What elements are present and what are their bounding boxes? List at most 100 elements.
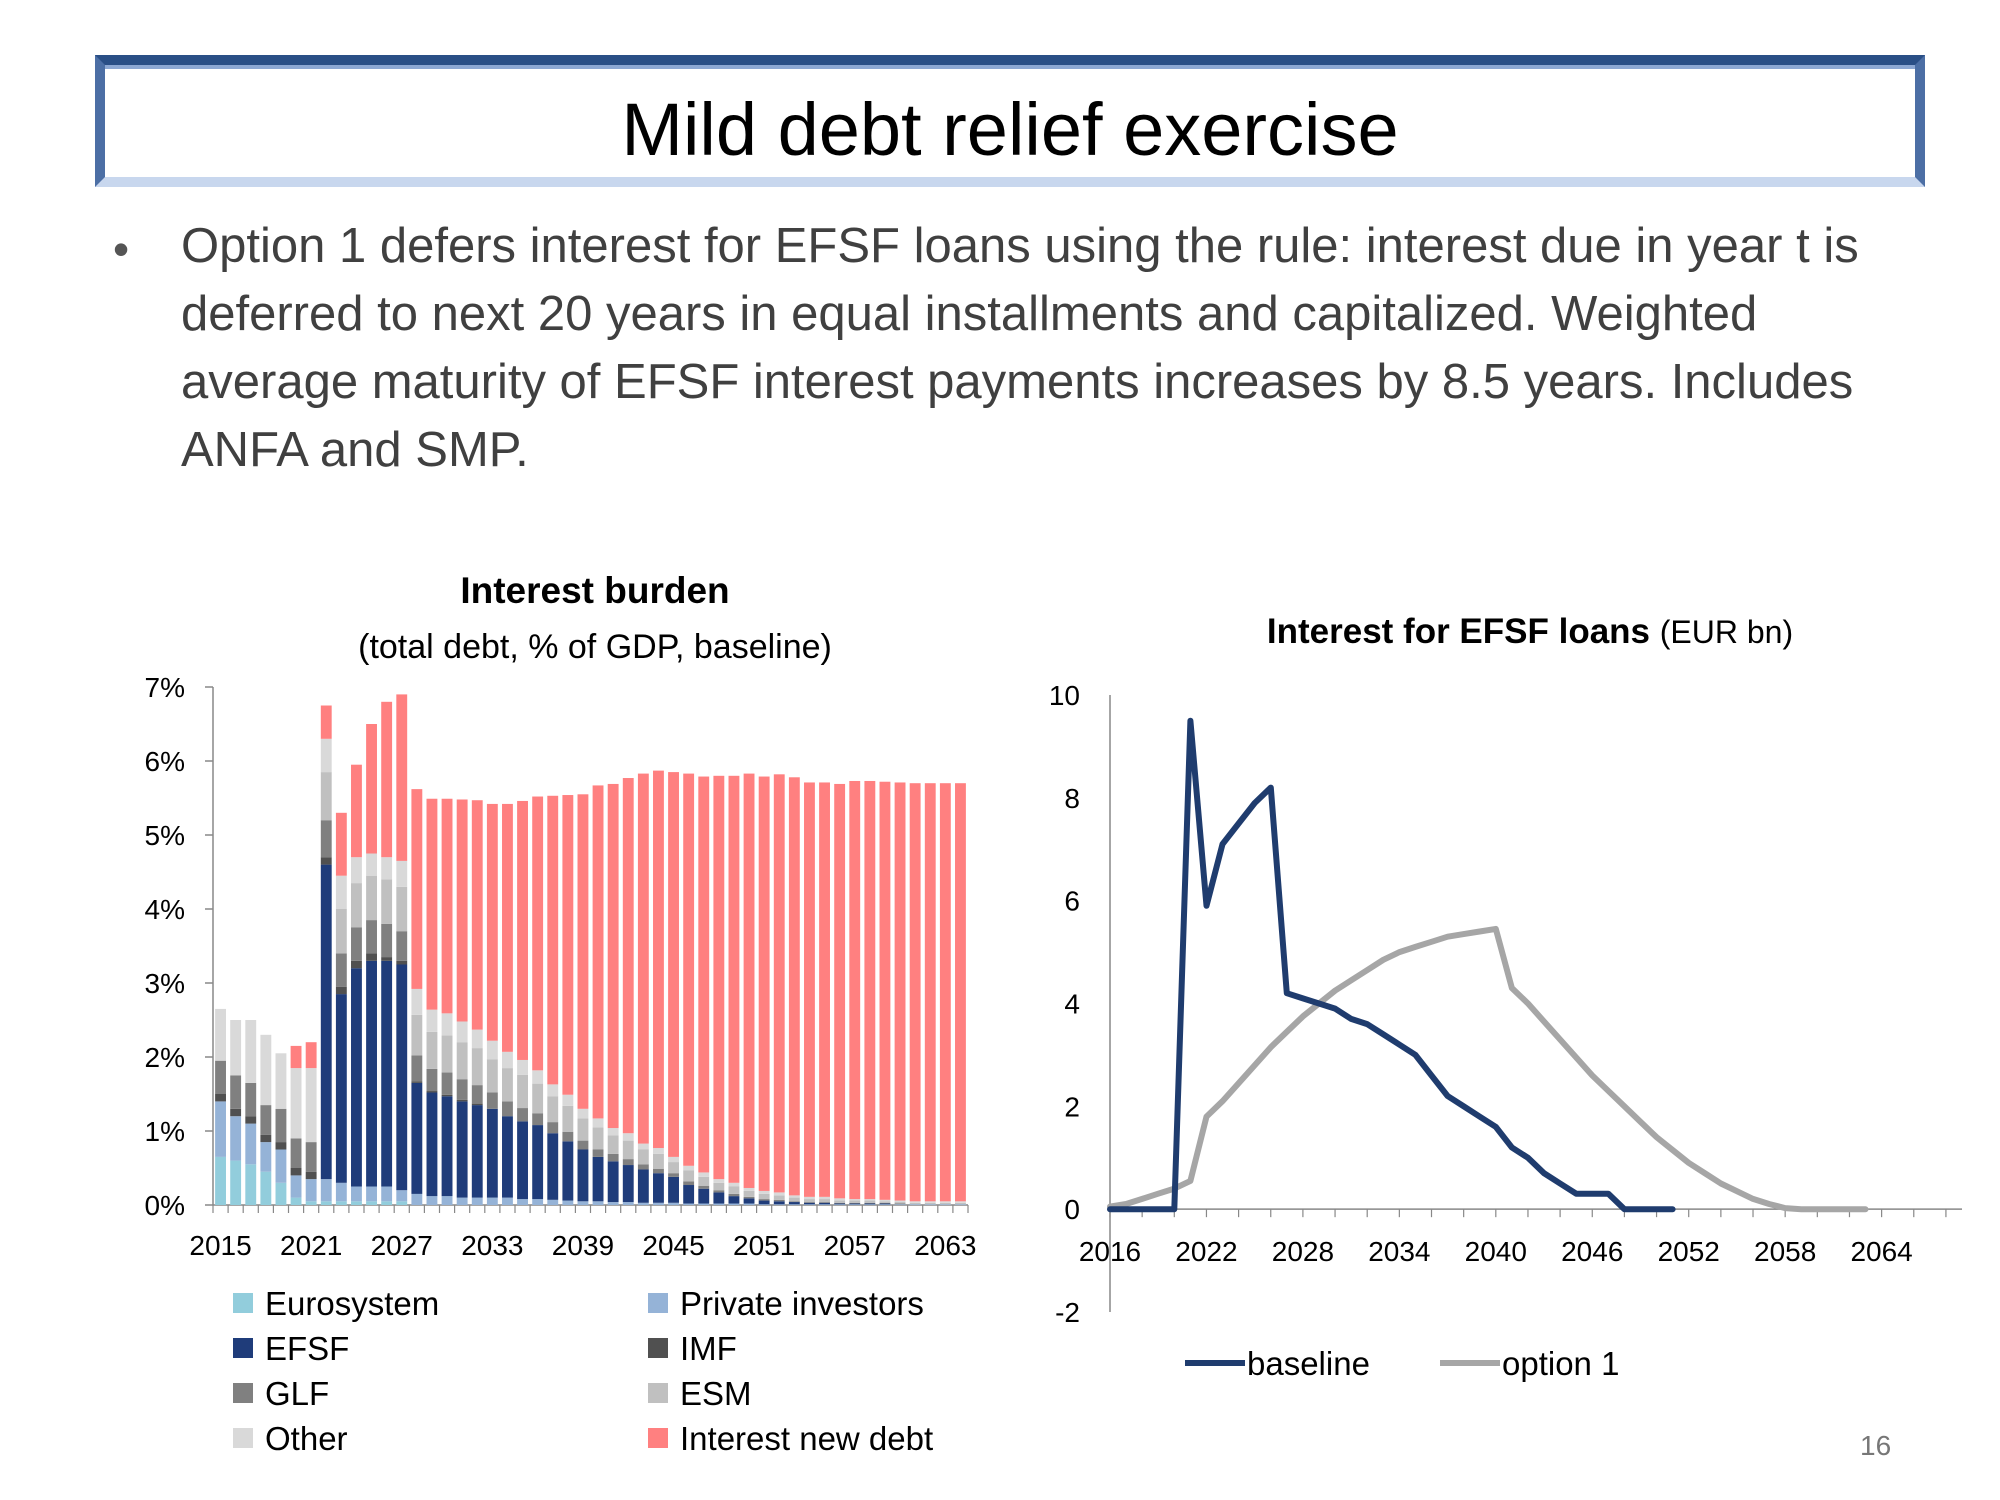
bar-segment-esm xyxy=(773,1195,785,1200)
bar-segment-glf xyxy=(577,1140,589,1150)
bar-segment-eurosystem xyxy=(366,1201,377,1205)
bar-segment-private-investors xyxy=(788,1204,800,1205)
bar-segment-interest-new-debt xyxy=(924,783,936,1202)
left-y-tick-label: 7% xyxy=(145,672,185,703)
bar-segment-esm xyxy=(637,1149,649,1165)
bar-segment-efsf xyxy=(532,1125,544,1200)
bar-segment-private-investors xyxy=(411,1193,423,1205)
bar-segment-efsf xyxy=(773,1201,785,1205)
bar-segment-private-investors xyxy=(562,1200,574,1205)
bar-segment-other xyxy=(245,1020,257,1083)
bar-segment-glf xyxy=(683,1181,695,1186)
legend-label: Private investors xyxy=(680,1285,924,1322)
bar-segment-efsf xyxy=(426,1092,438,1197)
bar-segment-imf xyxy=(320,857,332,865)
left-x-tick-label: 2045 xyxy=(642,1230,704,1261)
bar-segment-private-investors xyxy=(804,1204,815,1205)
bar-segment-other xyxy=(547,1084,559,1097)
bar-segment-other xyxy=(849,1199,861,1201)
bar-segment-glf xyxy=(411,1055,423,1082)
bar-segment-interest-new-debt xyxy=(335,812,347,876)
right-x-tick-label: 2040 xyxy=(1465,1236,1527,1267)
left-y-tick-label: 4% xyxy=(145,894,185,925)
bar-segment-glf xyxy=(245,1082,257,1117)
bar-segment-eurosystem xyxy=(396,1201,408,1205)
bar-segment-interest-new-debt xyxy=(698,776,710,1173)
bar-segment-private-investors xyxy=(486,1197,498,1205)
bar-segment-private-investors xyxy=(517,1199,528,1205)
legend-label: EFSF xyxy=(265,1330,350,1367)
left-x-tick-label: 2057 xyxy=(824,1230,886,1261)
bar-segment-interest-new-debt xyxy=(728,775,740,1183)
bar-segment-esm xyxy=(396,886,408,932)
line-legend-swatch xyxy=(1440,1360,1500,1367)
bar-segment-interest-new-debt xyxy=(788,777,800,1196)
bar-segment-other xyxy=(834,1198,846,1201)
bar-segment-eurosystem xyxy=(335,1201,347,1205)
bar-segment-private-investors xyxy=(607,1202,619,1205)
bar-segment-other xyxy=(577,1108,589,1119)
bar-segment-interest-new-debt xyxy=(577,794,589,1109)
bar-segment-private-investors xyxy=(743,1203,755,1205)
line-legend-swatch xyxy=(1185,1360,1245,1367)
bar-segment-glf xyxy=(698,1185,710,1189)
bar-segment-private-investors xyxy=(758,1204,770,1205)
bar-segment-interest-new-debt xyxy=(366,724,377,854)
legend-item-esm: ESM xyxy=(648,1375,752,1413)
bar-segment-other xyxy=(456,1021,468,1043)
bar-segment-glf xyxy=(637,1164,649,1170)
bar-segment-glf xyxy=(743,1196,755,1199)
bar-segment-private-investors xyxy=(728,1203,740,1205)
bar-segment-other xyxy=(592,1118,604,1128)
bar-segment-glf xyxy=(441,1072,453,1095)
bar-segment-esm xyxy=(320,772,332,821)
bar-segment-esm xyxy=(562,1105,574,1132)
bar-segment-interest-new-debt xyxy=(909,783,921,1202)
bar-segment-interest-new-debt xyxy=(290,1045,302,1069)
bar-segment-esm xyxy=(335,909,347,954)
bar-segment-efsf xyxy=(502,1116,513,1198)
bar-segment-interest-new-debt xyxy=(849,780,861,1200)
bar-segment-private-investors xyxy=(381,1186,393,1202)
bar-segment-interest-new-debt xyxy=(456,799,468,1022)
bar-segment-efsf xyxy=(366,960,377,1187)
bar-segment-private-investors xyxy=(668,1202,679,1205)
bar-segment-other xyxy=(894,1200,906,1203)
bar-segment-efsf xyxy=(743,1198,755,1204)
bar-segment-interest-new-debt xyxy=(471,800,483,1030)
bar-segment-glf xyxy=(547,1122,559,1134)
bar-segment-efsf xyxy=(698,1188,710,1204)
bar-segment-imf xyxy=(305,1171,317,1180)
left-x-tick-label: 2063 xyxy=(914,1230,976,1261)
bar-segment-esm xyxy=(607,1135,619,1154)
legend-item-glf: GLF xyxy=(233,1375,329,1413)
bar-segment-esm xyxy=(471,1048,483,1086)
left-x-tick-label: 2033 xyxy=(461,1230,523,1261)
bar-segment-glf xyxy=(230,1075,242,1109)
bar-segment-private-investors xyxy=(532,1199,544,1205)
legend-label: ESM xyxy=(680,1375,752,1412)
bar-segment-private-investors xyxy=(441,1196,453,1205)
bar-segment-efsf xyxy=(653,1173,664,1203)
bar-segment-interest-new-debt xyxy=(819,782,830,1197)
bar-segment-glf xyxy=(260,1105,272,1135)
bar-segment-interest-new-debt xyxy=(305,1042,317,1069)
right-x-tick-label: 2058 xyxy=(1754,1236,1816,1267)
bar-segment-esm xyxy=(517,1074,528,1109)
bar-segment-glf xyxy=(486,1092,498,1109)
bar-segment-esm xyxy=(939,1202,951,1205)
bar-segment-private-investors xyxy=(502,1197,513,1205)
bar-segment-esm xyxy=(819,1199,830,1203)
bar-segment-glf xyxy=(849,1202,861,1204)
legend-item-eurosystem: Eurosystem xyxy=(233,1285,439,1323)
bar-segment-private-investors xyxy=(260,1142,272,1172)
bar-segment-efsf xyxy=(728,1196,740,1204)
bar-segment-imf xyxy=(366,953,377,961)
bar-segment-efsf xyxy=(788,1202,800,1205)
bar-segment-glf xyxy=(426,1068,438,1092)
bar-segment-glf xyxy=(471,1085,483,1104)
bar-segment-interest-new-debt xyxy=(502,803,513,1052)
bar-segment-private-investors xyxy=(924,1204,936,1205)
bar-segment-esm xyxy=(713,1182,725,1191)
